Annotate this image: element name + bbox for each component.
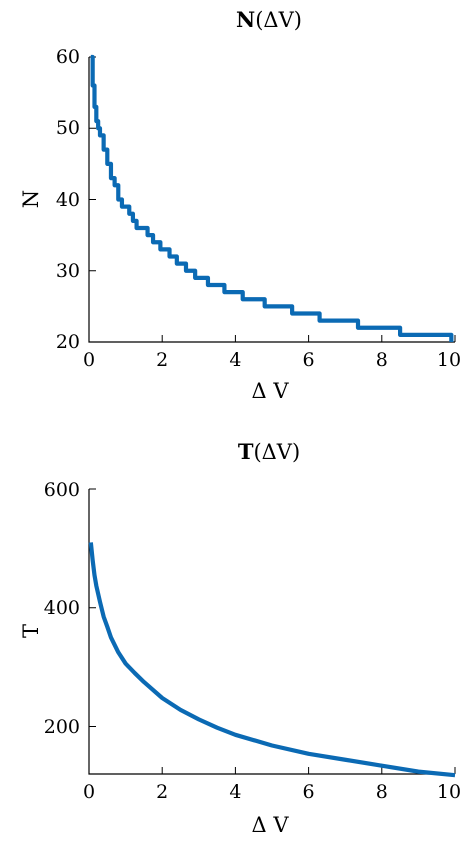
chart-n-x-axis-label: Δ V: [251, 379, 289, 403]
chart-n-title: N(ΔV): [236, 7, 302, 32]
chart-n-ytick-label: 60: [56, 46, 80, 68]
chart-t-ytick-label: 400: [44, 597, 80, 619]
chart-n-ytick-label: 20: [56, 331, 80, 353]
chart-t-xtick-label: 0: [83, 781, 95, 803]
chart-t: T(ΔV) 200 400 600 0 2 4 6 8 10 Δ V T: [19, 439, 461, 837]
chart-t-y-axis-label: T: [19, 624, 43, 638]
chart-n-ytick-label: 50: [56, 117, 80, 139]
chart-n: N(ΔV) 20 30 40 50 60 0 2 4 6 8 10: [19, 7, 461, 403]
chart-n-xtick-label: 10: [437, 349, 461, 371]
chart-n-xtick-label: 6: [303, 349, 315, 371]
chart-n-ytick-label: 30: [56, 260, 80, 282]
chart-t-xtick-label: 10: [437, 781, 461, 803]
chart-t-title: T(ΔV): [238, 439, 300, 464]
chart-n-ytick-label: 40: [56, 189, 80, 211]
chart-t-x-axis-label: Δ V: [251, 813, 289, 837]
chart-n-x-ticks: 0 2 4 6 8 10: [83, 335, 461, 371]
chart-n-axis-frame: [88, 57, 455, 343]
chart-n-xtick-label: 2: [156, 349, 168, 371]
chart-n-y-ticks: 20 30 40 50 60: [56, 46, 96, 353]
chart-n-y-axis-label: N: [19, 190, 43, 208]
chart-t-series-line: [88, 542, 456, 778]
chart-n-series-line: [90, 54, 454, 342]
chart-t-xtick-label: 4: [229, 781, 241, 803]
chart-n-xtick-label: 0: [83, 349, 95, 371]
chart-t-ytick-label: 200: [44, 716, 80, 738]
chart-t-xtick-label: 6: [303, 781, 315, 803]
chart-t-x-ticks: 0 2 4 6 8 10: [83, 767, 461, 803]
chart-n-xtick-label: 8: [376, 349, 388, 371]
chart-t-axis-frame: [88, 489, 455, 775]
chart-t-xtick-label: 2: [156, 781, 168, 803]
chart-n-xtick-label: 4: [229, 349, 241, 371]
chart-t-y-ticks: 200 400 600: [44, 479, 96, 738]
chart-t-xtick-label: 8: [376, 781, 388, 803]
chart-t-ytick-label: 600: [44, 479, 80, 501]
